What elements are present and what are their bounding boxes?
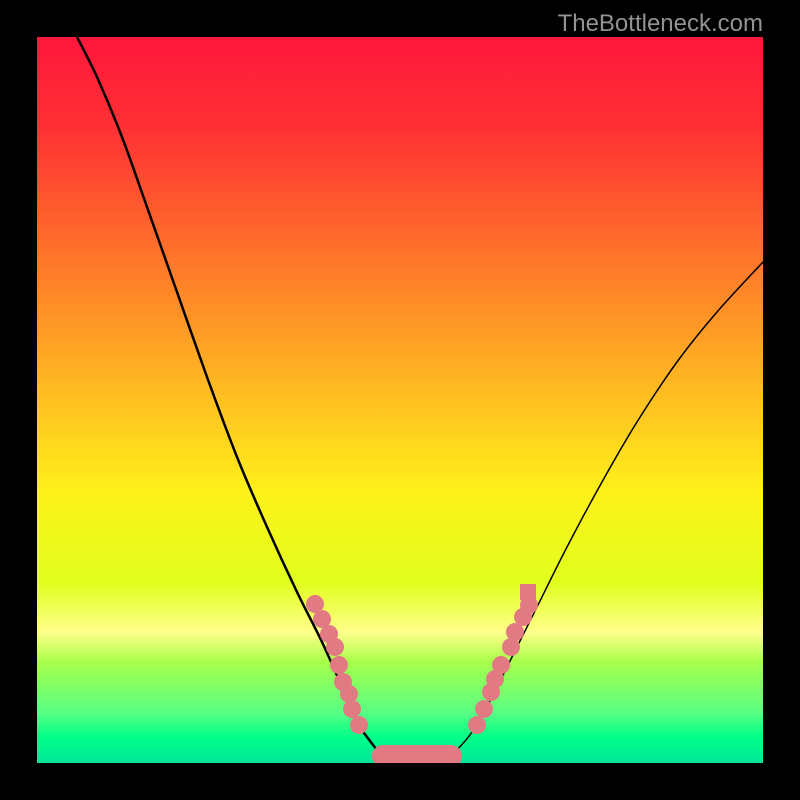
marker-right-circle — [475, 700, 493, 718]
marker-right-circle — [492, 656, 510, 674]
chart-container: TheBottleneck.com — [0, 0, 800, 800]
bottleneck-chart — [37, 37, 763, 763]
marker-right-circle — [468, 716, 486, 734]
marker-left-circle — [326, 638, 344, 656]
watermark-text: TheBottleneck.com — [558, 10, 763, 38]
marker-bottom-rect — [372, 745, 462, 763]
marker-left-circle — [330, 656, 348, 674]
marker-right-square — [520, 584, 536, 600]
marker-left-circle — [350, 716, 368, 734]
chart-background — [37, 37, 763, 763]
marker-left-circle — [343, 700, 361, 718]
marker-left-circle — [340, 685, 358, 703]
